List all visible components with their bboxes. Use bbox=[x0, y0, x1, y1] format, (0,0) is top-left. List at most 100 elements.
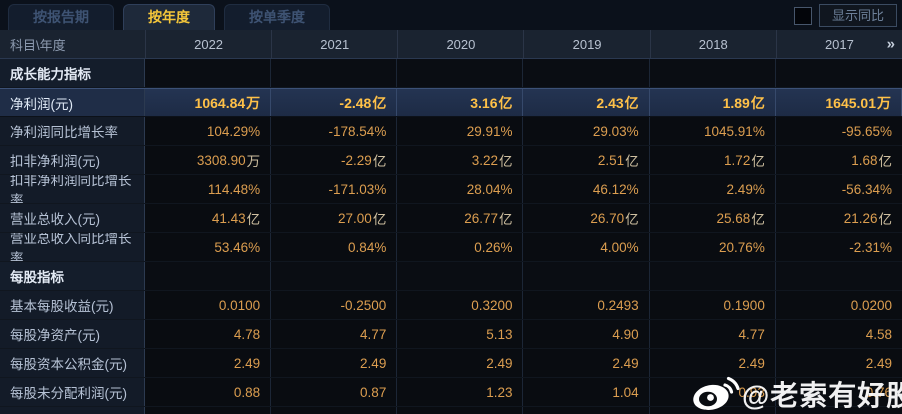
cell-value: 0.0200 bbox=[775, 291, 902, 319]
table-row[interactable]: 每股经营现金流(元)0.030.250.520.3609 bbox=[0, 407, 902, 414]
cell-value: 4.77 bbox=[649, 320, 776, 348]
cell-value: 0.03 bbox=[145, 407, 272, 414]
cell-value: 2.49 bbox=[271, 349, 398, 377]
table-row[interactable]: 扣非净利润同比增长率 114.48% -171.03% 28.04% 46.12% 2.4… bbox=[0, 175, 902, 204]
cell-value: 27.00 亿 bbox=[271, 204, 398, 232]
table-body: 成长能力指标 净利润(元) 1064.84 万 -2.48 亿 3.16 亿 2.43 亿 1.89… bbox=[0, 59, 902, 414]
column-header-2021: 2021 bbox=[271, 30, 397, 58]
show-yoy-control: 显示同比 bbox=[793, 4, 897, 27]
cell-value: -178.54% bbox=[271, 117, 398, 145]
section-row: 每股指标 bbox=[0, 262, 902, 291]
cell-value: 29.91% bbox=[397, 117, 524, 145]
row-label: 每股净资产(元) bbox=[0, 320, 145, 348]
column-header-2019: 2019 bbox=[523, 30, 649, 58]
cell-value: 0.87 bbox=[271, 378, 398, 406]
row-label: 净利润同比增长率 bbox=[0, 117, 145, 145]
cell-value: -95.65% bbox=[775, 117, 902, 145]
cell-value: 0.88 bbox=[145, 378, 272, 406]
table-row[interactable]: 营业总收入同比增长率 53.46% 0.84% 0.26% 4.00% 20.76% -2.… bbox=[0, 233, 902, 262]
cell-value: 2.49 bbox=[145, 349, 272, 377]
table-row[interactable]: 扣非净利润(元) 3308.90 万 -2.29 亿 3.22 亿 2.51 亿 1.72 亿 1.6… bbox=[0, 146, 902, 175]
cell-value: 1.89 亿 bbox=[649, 89, 776, 116]
cell-value: 4.58 bbox=[775, 320, 902, 348]
cell-value: 4.00% bbox=[523, 233, 650, 261]
cell-value: 2.51 亿 bbox=[523, 146, 650, 174]
cell-value: 0 bbox=[649, 407, 776, 414]
cell-value bbox=[397, 262, 524, 290]
more-columns-icon[interactable]: » bbox=[886, 35, 895, 53]
row-label: 每股未分配利润(元) bbox=[0, 378, 145, 406]
cell-value bbox=[271, 59, 398, 87]
cell-value: 5.13 bbox=[397, 320, 524, 348]
cell-value bbox=[271, 262, 398, 290]
cell-value bbox=[397, 59, 524, 87]
cell-value: 1064.84 万 bbox=[145, 89, 272, 116]
cell-value: 1645.01 万 bbox=[775, 89, 902, 116]
cell-value: 26.70 亿 bbox=[523, 204, 650, 232]
table-row[interactable]: 营业总收入(元) 41.43 亿 27.00 亿 26.77 亿 26.70 亿 25.68 亿 21… bbox=[0, 204, 902, 233]
cell-value: 0.36 bbox=[523, 407, 650, 414]
tab-by-quarter[interactable]: 按单季度 bbox=[224, 4, 330, 30]
cell-value: -56.34% bbox=[775, 175, 902, 203]
cell-value: 29.03% bbox=[523, 117, 650, 145]
cell-value: 3.22 亿 bbox=[397, 146, 524, 174]
cell-value: 0.25 bbox=[271, 407, 398, 414]
row-label: 净利润(元) bbox=[0, 89, 145, 116]
tab-by-year[interactable]: 按年度 bbox=[123, 4, 215, 30]
table-row[interactable]: 每股资本公积金(元) 2.49 2.49 2.49 2.49 2.49 2.49 bbox=[0, 349, 902, 378]
cell-value bbox=[775, 59, 902, 87]
cell-value: 2.49% bbox=[649, 175, 776, 203]
cell-value: 4.90 bbox=[523, 320, 650, 348]
section-row: 成长能力指标 bbox=[0, 59, 902, 88]
cell-value bbox=[145, 262, 272, 290]
cell-value: 21.26 亿 bbox=[775, 204, 902, 232]
cell-value: -2.29 亿 bbox=[271, 146, 398, 174]
cell-value: 28.04% bbox=[397, 175, 524, 203]
cell-value: 1.23 bbox=[397, 378, 524, 406]
cell-value bbox=[523, 59, 650, 87]
cell-value: 0.3200 bbox=[397, 291, 524, 319]
row-label: 营业总收入同比增长率 bbox=[0, 233, 145, 261]
table-row[interactable]: 净利润(元) 1064.84 万 -2.48 亿 3.16 亿 2.43 亿 1.89 亿 1645.… bbox=[0, 88, 902, 117]
cell-value: 0.52 bbox=[397, 407, 524, 414]
row-label: 扣非净利润(元) bbox=[0, 146, 145, 174]
cell-value: 4.77 bbox=[271, 320, 398, 348]
cell-value: 0.76 bbox=[775, 378, 902, 406]
cell-value: 20.76% bbox=[649, 233, 776, 261]
table-header-row: 科目\年度 2022 2021 2020 2019 2018 2017» bbox=[0, 30, 902, 59]
row-label: 营业总收入(元) bbox=[0, 204, 145, 232]
cell-value bbox=[649, 262, 776, 290]
row-label: 成长能力指标 bbox=[0, 59, 145, 87]
cell-value bbox=[775, 262, 902, 290]
cell-value bbox=[649, 59, 776, 87]
cell-value: 0.0100 bbox=[145, 291, 272, 319]
cell-value bbox=[145, 59, 272, 87]
cell-value: 1045.91% bbox=[649, 117, 776, 145]
cell-value: 9 bbox=[775, 407, 902, 414]
cell-value: 53.46% bbox=[145, 233, 272, 261]
table-row[interactable]: 每股未分配利润(元) 0.88 0.87 1.23 1.04 0.93 0.76 bbox=[0, 378, 902, 407]
cell-value: 4.78 bbox=[145, 320, 272, 348]
column-header-2022: 2022 bbox=[145, 30, 271, 58]
table-row[interactable]: 基本每股收益(元) 0.0100 -0.2500 0.3200 0.2493 0.1900… bbox=[0, 291, 902, 320]
cell-value: 104.29% bbox=[145, 117, 272, 145]
cell-value: -171.03% bbox=[271, 175, 398, 203]
column-header-2017: 2017» bbox=[775, 30, 902, 58]
period-tabbar: 按报告期 按年度 按单季度 显示同比 bbox=[0, 0, 902, 30]
cell-value: 2.49 bbox=[649, 349, 776, 377]
cell-value: 2.49 bbox=[775, 349, 902, 377]
table-row[interactable]: 每股净资产(元) 4.78 4.77 5.13 4.90 4.77 4.58 bbox=[0, 320, 902, 349]
show-yoy-checkbox[interactable] bbox=[793, 6, 812, 25]
cell-value: 3.16 亿 bbox=[397, 89, 524, 116]
table-row[interactable]: 净利润同比增长率 104.29% -178.54% 29.91% 29.03% 1045.… bbox=[0, 117, 902, 146]
column-header-2018: 2018 bbox=[649, 30, 776, 58]
cell-value: -2.31% bbox=[775, 233, 902, 261]
tab-by-report-period[interactable]: 按报告期 bbox=[8, 4, 114, 30]
show-yoy-button[interactable]: 显示同比 bbox=[818, 4, 897, 27]
cell-value: 0.1900 bbox=[649, 291, 776, 319]
cell-value: 0.93 bbox=[649, 378, 776, 406]
cell-value: 2.43 亿 bbox=[523, 89, 650, 116]
cell-value: 1.68 亿 bbox=[775, 146, 902, 174]
cell-value: -0.2500 bbox=[271, 291, 398, 319]
